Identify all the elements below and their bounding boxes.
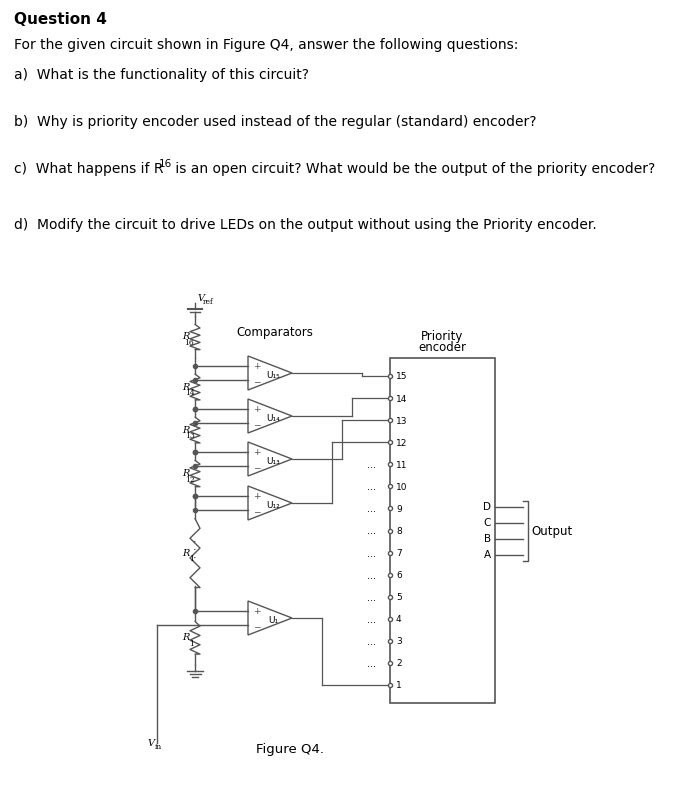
Text: 6: 6 (396, 570, 402, 580)
Text: .: . (193, 533, 196, 543)
Text: 14: 14 (185, 389, 194, 397)
Text: D: D (483, 502, 491, 512)
Text: 13: 13 (185, 431, 194, 439)
Text: c)  What happens if R: c) What happens if R (14, 161, 164, 176)
Text: 4: 4 (396, 614, 402, 623)
Text: .: . (193, 541, 196, 551)
Text: 11: 11 (396, 460, 407, 469)
Text: R: R (183, 548, 190, 556)
Text: R: R (183, 332, 190, 341)
Text: Output: Output (531, 524, 572, 537)
Text: ...: ... (368, 636, 376, 646)
Text: U₁₅: U₁₅ (266, 371, 280, 380)
Text: R: R (183, 425, 190, 434)
Text: 14: 14 (396, 394, 407, 403)
Text: 16: 16 (159, 159, 172, 169)
Text: −: − (253, 463, 260, 471)
Text: 5: 5 (396, 593, 402, 601)
Text: 1: 1 (396, 681, 402, 690)
Text: V: V (197, 294, 204, 303)
Text: ...: ... (368, 570, 376, 580)
Text: 7: 7 (396, 548, 402, 557)
Text: in: in (155, 742, 162, 750)
Text: ref: ref (203, 298, 214, 306)
Text: 3: 3 (396, 637, 402, 646)
Text: U₁₄: U₁₄ (266, 414, 280, 423)
Text: U₁: U₁ (268, 616, 278, 625)
Text: Question 4: Question 4 (14, 12, 107, 27)
Text: R: R (183, 382, 190, 391)
Text: ...: ... (368, 658, 376, 668)
Text: 16: 16 (184, 339, 194, 347)
Text: U₁₂: U₁₂ (266, 501, 280, 510)
Text: −: − (253, 622, 260, 630)
Text: b)  Why is priority encoder used instead of the regular (standard) encoder?: b) Why is priority encoder used instead … (14, 115, 537, 128)
Text: ...: ... (368, 503, 376, 514)
Text: +: + (253, 491, 260, 500)
Text: R: R (183, 633, 190, 642)
Text: +: + (253, 361, 260, 370)
Text: U₁₃: U₁₃ (266, 457, 280, 466)
Text: B: B (484, 534, 491, 544)
Text: 10: 10 (396, 483, 407, 491)
Text: ...: ... (368, 592, 376, 602)
Text: ...: ... (368, 614, 376, 624)
Text: Priority: Priority (421, 329, 464, 343)
Text: +: + (253, 606, 260, 615)
Text: a)  What is the functionality of this circuit?: a) What is the functionality of this cir… (14, 68, 309, 82)
Text: 15: 15 (396, 372, 407, 381)
Text: 8: 8 (396, 526, 402, 536)
Text: ...: ... (368, 482, 376, 491)
Bar (390, 359, 495, 703)
Text: A: A (484, 550, 491, 560)
Text: V: V (148, 739, 155, 748)
Text: +: + (253, 447, 260, 456)
Text: C: C (484, 518, 491, 528)
Text: 1: 1 (190, 639, 194, 647)
Text: −: − (253, 507, 260, 516)
Text: 12: 12 (185, 475, 194, 483)
Text: For the given circuit shown in Figure Q4, answer the following questions:: For the given circuit shown in Figure Q4… (14, 38, 519, 52)
Text: .: . (193, 549, 196, 559)
Text: 1: 1 (190, 554, 194, 562)
Text: 2: 2 (396, 658, 402, 667)
Text: is an open circuit? What would be the output of the priority encoder?: is an open circuit? What would be the ou… (171, 161, 655, 176)
Text: ...: ... (368, 459, 376, 470)
Text: ...: ... (368, 548, 376, 558)
Text: ...: ... (368, 526, 376, 536)
Text: 12: 12 (396, 438, 407, 447)
Text: Figure Q4.: Figure Q4. (256, 742, 324, 755)
Text: 9: 9 (396, 504, 402, 513)
Text: −: − (253, 419, 260, 429)
Text: Comparators: Comparators (236, 325, 313, 339)
Text: encoder: encoder (418, 340, 466, 353)
Text: +: + (253, 405, 260, 414)
Text: −: − (253, 377, 260, 385)
Text: 13: 13 (396, 416, 407, 425)
Text: R: R (183, 468, 190, 478)
Text: d)  Modify the circuit to drive LEDs on the output without using the Priority en: d) Modify the circuit to drive LEDs on t… (14, 218, 597, 232)
